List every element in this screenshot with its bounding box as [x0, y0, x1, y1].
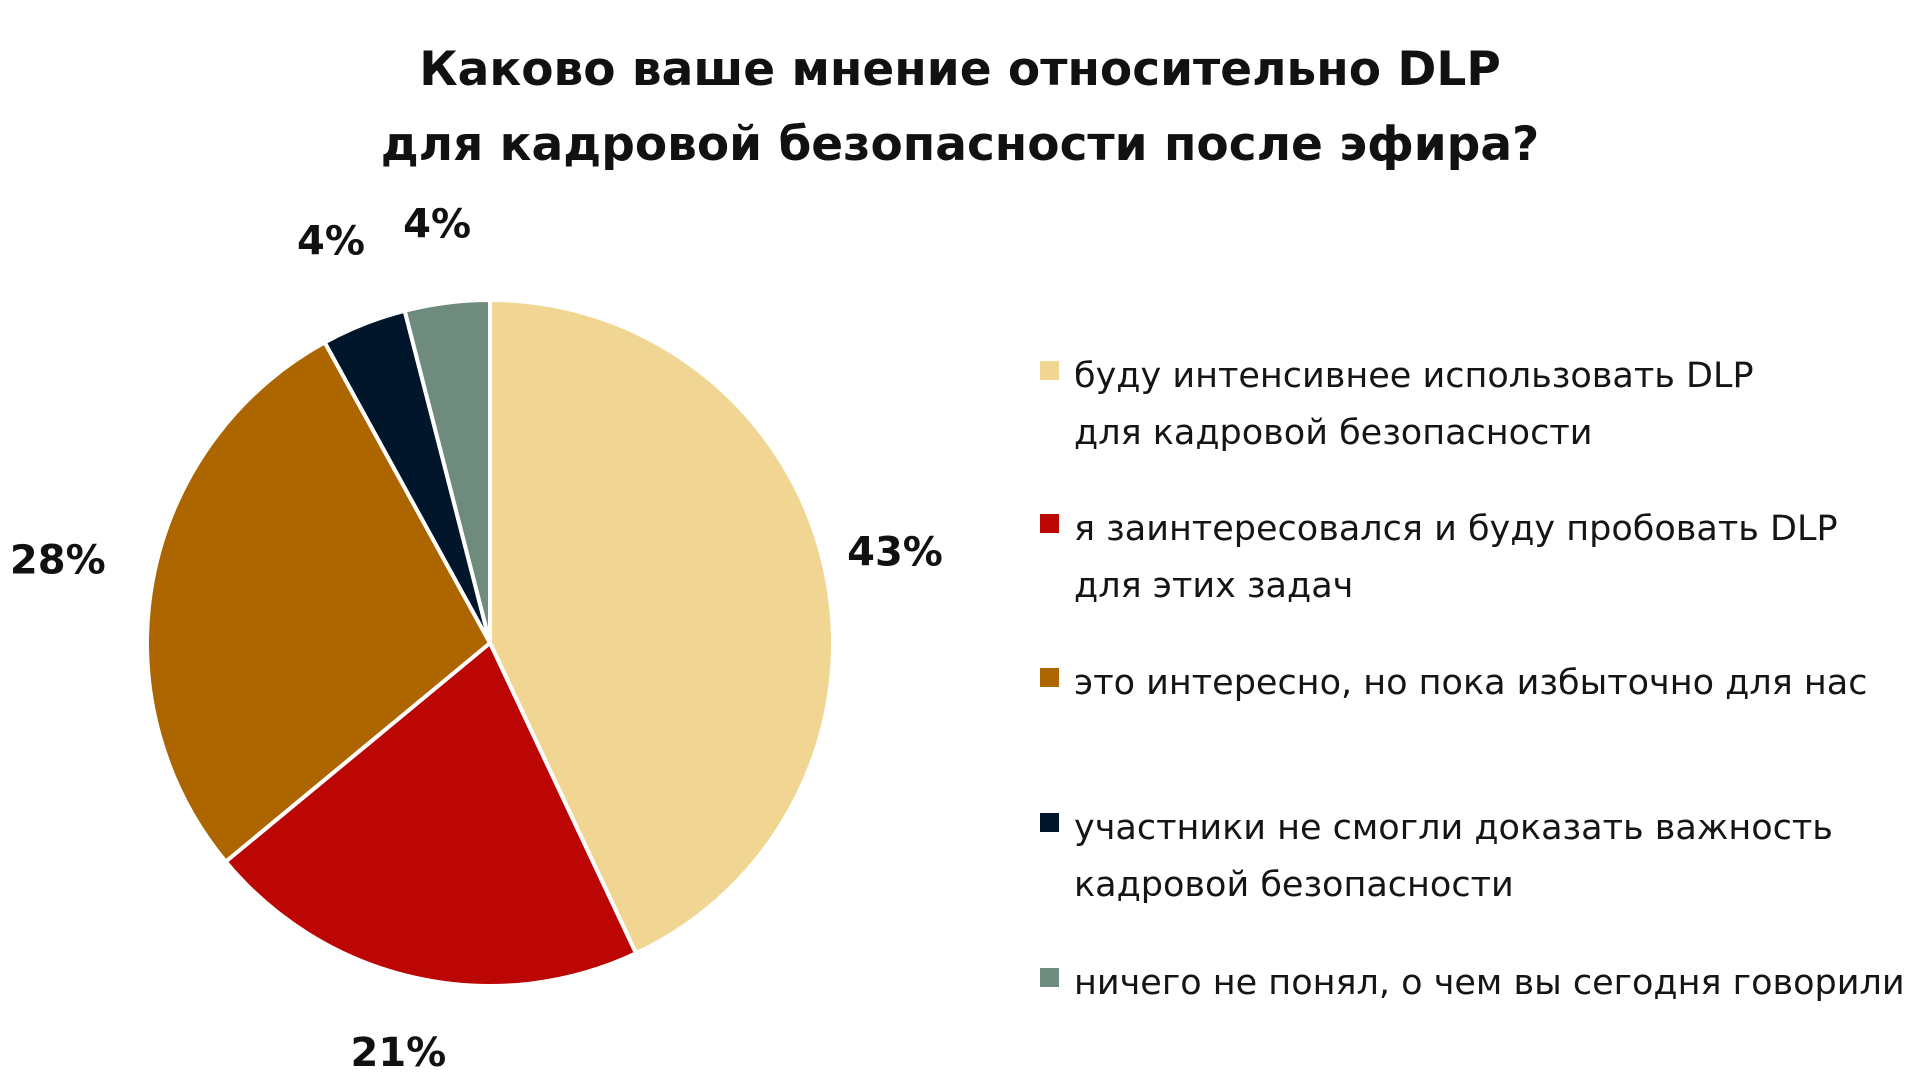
- legend-swatch: [1040, 968, 1059, 987]
- legend-label-line: ничего не понял, о чем вы сегодня говори…: [1074, 963, 1905, 1003]
- chart-title-line-1: Каково ваше мнение относительно DLP: [419, 42, 1501, 97]
- pie-slice-did-not-understand: [402, 298, 492, 645]
- legend-label-line: это интересно, но пока избыточно для нас: [1074, 663, 1868, 703]
- data-label: 21%: [351, 1030, 447, 1076]
- legend-swatch: [1040, 813, 1059, 832]
- chart-title: Каково ваше мнение относительно DLP для …: [0, 32, 1920, 182]
- legend-label: участники не смогли доказать важность ка…: [1074, 800, 1914, 914]
- pie-slice-will-try: [223, 641, 639, 989]
- legend-label-line: я заинтересовался и буду пробовать DLP: [1074, 509, 1838, 549]
- pie-slice-use-more: [488, 298, 835, 956]
- legend-swatch: [1040, 514, 1059, 533]
- data-label: 4%: [403, 201, 471, 247]
- data-label: 28%: [10, 538, 106, 584]
- legend-label: ничего не понял, о чем вы сегодня говори…: [1074, 955, 1914, 1012]
- legend-label-line: буду интенсивнее использовать DLP: [1074, 356, 1754, 396]
- chart-title-line-2: для кадровой безопасности после эфира?: [380, 117, 1540, 172]
- legend-label-line: кадровой безопасности: [1074, 865, 1514, 905]
- legend-swatch: [1040, 361, 1059, 380]
- data-label: 4%: [297, 218, 365, 264]
- legend-label: это интересно, но пока избыточно для нас: [1074, 655, 1914, 712]
- legend-label-line: для кадровой безопасности: [1074, 413, 1593, 453]
- legend-label-line: для этих задач: [1074, 566, 1354, 606]
- data-label: 43%: [847, 530, 943, 576]
- legend-label: я заинтересовался и буду пробовать DLP д…: [1074, 501, 1914, 615]
- legend-label: буду интенсивнее использовать DLP для ка…: [1074, 348, 1914, 462]
- legend-swatch: [1040, 668, 1059, 687]
- pie-slice-redundant: [145, 340, 492, 864]
- legend-label-line: участники не смогли доказать важность: [1074, 808, 1833, 848]
